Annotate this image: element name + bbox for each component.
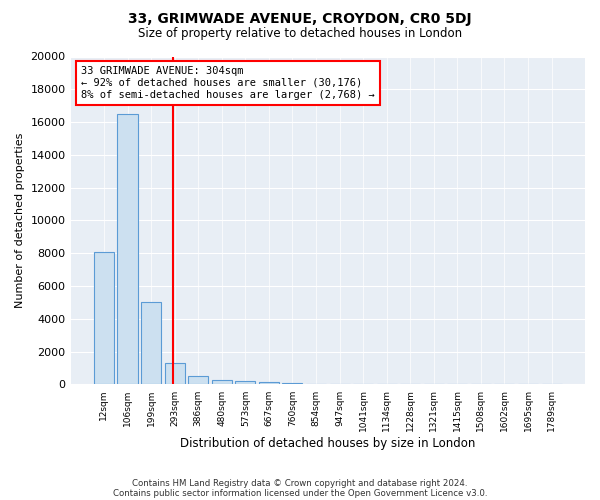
Text: 33, GRIMWADE AVENUE, CROYDON, CR0 5DJ: 33, GRIMWADE AVENUE, CROYDON, CR0 5DJ xyxy=(128,12,472,26)
Text: 33 GRIMWADE AVENUE: 304sqm
← 92% of detached houses are smaller (30,176)
8% of s: 33 GRIMWADE AVENUE: 304sqm ← 92% of deta… xyxy=(81,66,374,100)
Bar xyxy=(118,114,137,384)
Y-axis label: Number of detached properties: Number of detached properties xyxy=(15,133,25,308)
Text: Size of property relative to detached houses in London: Size of property relative to detached ho… xyxy=(138,28,462,40)
Bar xyxy=(164,363,185,384)
Bar xyxy=(212,380,232,384)
Bar xyxy=(235,382,256,384)
Bar xyxy=(141,302,161,384)
Text: Contains public sector information licensed under the Open Government Licence v3: Contains public sector information licen… xyxy=(113,488,487,498)
Bar xyxy=(94,252,114,384)
X-axis label: Distribution of detached houses by size in London: Distribution of detached houses by size … xyxy=(180,437,475,450)
Bar xyxy=(259,382,279,384)
Bar xyxy=(188,376,208,384)
Text: Contains HM Land Registry data © Crown copyright and database right 2024.: Contains HM Land Registry data © Crown c… xyxy=(132,478,468,488)
Bar xyxy=(283,383,302,384)
